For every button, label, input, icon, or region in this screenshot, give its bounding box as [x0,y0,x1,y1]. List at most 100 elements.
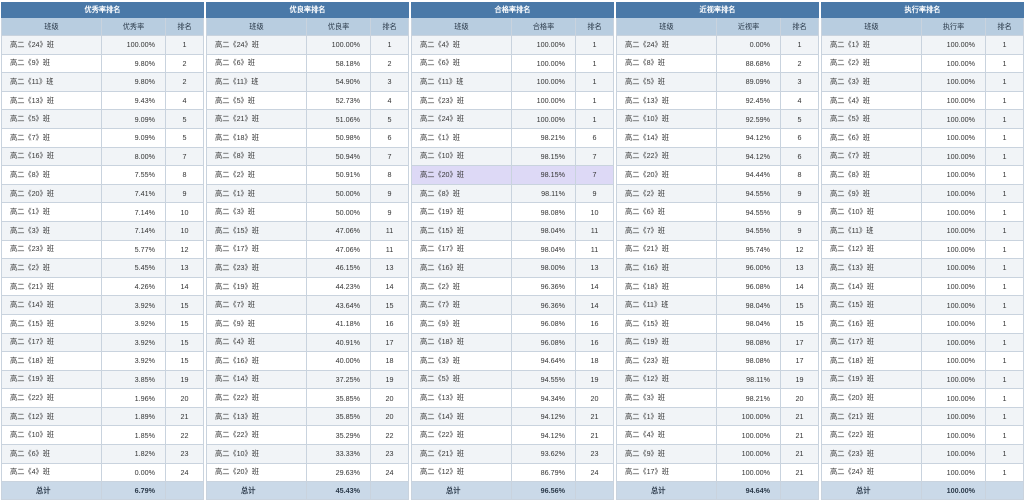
table-row[interactable]: 高二《23》班 98.08% 17 [616,351,820,371]
table-row[interactable]: 高二《6》班 58.18% 2 [206,53,410,74]
table-row[interactable]: 高二《20》班 29.63% 24 [206,462,410,483]
column-header[interactable]: 优秀率 [101,17,166,36]
table-row[interactable]: 高二《22》班 94.12% 21 [411,425,615,446]
table-row[interactable]: 高二《4》班 40.91% 17 [206,332,410,353]
table-row[interactable]: 高二《20》班 100.00% 1 [821,388,1024,408]
table-row[interactable]: 高二《21》班 51.06% 5 [206,109,410,129]
table-row[interactable]: 高二《4》班 0.00% 24 [1,462,205,483]
table-row[interactable]: 高二《1》班 100.00% 21 [616,406,820,427]
table-row[interactable]: 高二《4》班 100.00% 1 [821,90,1024,111]
table-row[interactable]: 高二《4》班 100.00% 21 [616,425,820,446]
table-row[interactable]: 高二《2》班 5.45% 13 [1,258,205,278]
table-row[interactable]: 高二《14》班 37.25% 19 [206,369,410,390]
table-row[interactable]: 高二《12》班 86.79% 24 [411,462,615,483]
table-row[interactable]: 高二《15》班 47.06% 11 [206,220,410,241]
table-row[interactable]: 高二《10》班 100.00% 1 [821,202,1024,222]
table-row[interactable]: 高二《8》班 100.00% 1 [821,165,1024,185]
table-row[interactable]: 高二《6》班 100.00% 1 [821,127,1024,148]
table-row[interactable]: 高二《14》班 100.00% 1 [821,276,1024,297]
table-row[interactable]: 高二《18》班 3.92% 15 [1,351,205,371]
table-row[interactable]: 高二《12》班 1.89% 21 [1,406,205,427]
column-header[interactable]: 执行率 [921,17,986,36]
table-row[interactable]: 高二《3》班 7.14% 10 [1,220,205,241]
table-row[interactable]: 高二《12》班 100.00% 1 [821,239,1024,260]
table-row[interactable]: 高二《2》班 50.91% 8 [206,165,410,185]
table-row[interactable]: 高二《16》班 96.00% 13 [616,258,820,278]
column-header[interactable]: 班级 [616,17,717,36]
table-row[interactable]: 高二《16》班 8.00% 7 [1,146,205,167]
table-row[interactable]: 高二《11》班 100.00% 1 [821,220,1024,241]
column-header[interactable]: 排名 [779,17,820,36]
table-row[interactable]: 高二《10》班 33.33% 23 [206,444,410,464]
column-header[interactable]: 近视率 [716,17,781,36]
table-row[interactable]: 高二《3》班 98.21% 20 [616,388,820,408]
table-row[interactable]: 高二《12》班 98.11% 19 [616,369,820,390]
table-row[interactable]: 高二《1》班 98.21% 6 [411,127,615,148]
table-row[interactable]: 高二《21》班 4.26% 14 [1,276,205,297]
table-row[interactable]: 高二《22》班 35.85% 20 [206,388,410,408]
table-row[interactable]: 高二《20》班 7.41% 9 [1,183,205,204]
table-row[interactable]: 高二《16》班 100.00% 1 [821,313,1024,334]
table-row[interactable]: 高二《6》班 94.55% 9 [616,202,820,222]
table-row[interactable]: 高二《5》班 52.73% 4 [206,90,410,111]
table-row[interactable]: 高二《15》班 98.04% 15 [616,313,820,334]
table-row[interactable]: 高二《18》班 50.98% 6 [206,127,410,148]
column-header[interactable]: 班级 [1,17,102,36]
table-row[interactable]: 高二《23》班 5.77% 12 [1,239,205,260]
table-row[interactable]: 高二《22》班 1.96% 20 [1,388,205,408]
table-row[interactable]: 高二《8》班 98.11% 9 [411,183,615,204]
table-row[interactable]: 高二《18》班 100.00% 1 [821,351,1024,371]
table-row[interactable]: 高二《10》班 1.85% 22 [1,425,205,446]
table-row[interactable]: 高二《6》班 100.00% 1 [411,53,615,74]
table-row[interactable]: 高二《13》班 35.85% 20 [206,406,410,427]
table-row[interactable]: 高二《2》班 94.55% 9 [616,183,820,204]
table-row[interactable]: 高二《17》班 98.04% 11 [411,239,615,260]
table-row[interactable]: 高二《19》班 98.08% 10 [411,202,615,222]
table-row[interactable]: 高二《19》班 100.00% 1 [821,369,1024,390]
table-row[interactable]: 高二《24》班 100.00% 1 [206,35,410,55]
column-header[interactable]: 班级 [821,17,922,36]
table-row[interactable]: 高二《24》班 100.00% 1 [411,109,615,129]
column-header[interactable]: 排名 [369,17,410,36]
table-row[interactable]: 高二《7》班 96.36% 14 [411,295,615,315]
table-row[interactable]: 高二《8》班 50.94% 7 [206,146,410,167]
table-row[interactable]: 高二《15》班 98.04% 11 [411,220,615,241]
table-row[interactable]: 高二《17》班 100.00% 21 [616,462,820,483]
table-row[interactable]: 高二《17》班 47.06% 11 [206,239,410,260]
column-header[interactable]: 排名 [984,17,1024,36]
table-row[interactable]: 高二《24》班 0.00% 1 [616,35,820,55]
table-row[interactable]: 高二《17》班 100.00% 1 [821,332,1024,353]
table-row[interactable]: 高二《11》班 54.90% 3 [206,72,410,92]
table-row[interactable]: 高二《2》班 96.36% 14 [411,276,615,297]
column-header[interactable]: 优良率 [306,17,371,36]
column-header[interactable]: 班级 [206,17,307,36]
table-row[interactable]: 高二《9》班 96.08% 16 [411,313,615,334]
table-row[interactable]: 高二《18》班 96.08% 14 [616,276,820,297]
table-row[interactable]: 高二《13》班 94.34% 20 [411,388,615,408]
table-row[interactable]: 高二《3》班 100.00% 1 [821,72,1024,92]
table-row[interactable]: 高二《7》班 9.09% 5 [1,127,205,148]
table-row[interactable]: 高二《22》班 94.12% 6 [616,146,820,167]
table-row[interactable]: 高二《18》班 96.08% 16 [411,332,615,353]
table-row[interactable]: 高二《1》班 50.00% 9 [206,183,410,204]
table-row[interactable]: 高二《22》班 35.29% 22 [206,425,410,446]
table-row[interactable]: 高二《20》班 98.15% 7 [411,165,615,185]
table-row[interactable]: 高二《21》班 100.00% 1 [821,406,1024,427]
table-row[interactable]: 高二《24》班 100.00% 1 [1,35,205,55]
table-row[interactable]: 高二《21》班 95.74% 12 [616,239,820,260]
table-row[interactable]: 高二《9》班 100.00% 1 [821,183,1024,204]
table-row[interactable]: 高二《7》班 100.00% 1 [821,146,1024,167]
table-row[interactable]: 高二《16》班 40.00% 18 [206,351,410,371]
table-row[interactable]: 高二《5》班 9.09% 5 [1,109,205,129]
table-row[interactable]: 高二《5》班 89.09% 3 [616,72,820,92]
table-row[interactable]: 高二《11》班 100.00% 1 [411,72,615,92]
table-row[interactable]: 高二《10》班 92.59% 5 [616,109,820,129]
table-row[interactable]: 高二《23》班 100.00% 1 [821,444,1024,464]
table-row[interactable]: 高二《1》班 100.00% 1 [821,35,1024,55]
table-row[interactable]: 高二《5》班 100.00% 1 [821,109,1024,129]
table-row[interactable]: 高二《3》班 50.00% 9 [206,202,410,222]
table-row[interactable]: 高二《9》班 41.18% 16 [206,313,410,334]
table-row[interactable]: 高二《2》班 100.00% 1 [821,53,1024,74]
table-row[interactable]: 高二《9》班 9.80% 2 [1,53,205,74]
table-row[interactable]: 高二《8》班 88.68% 2 [616,53,820,74]
